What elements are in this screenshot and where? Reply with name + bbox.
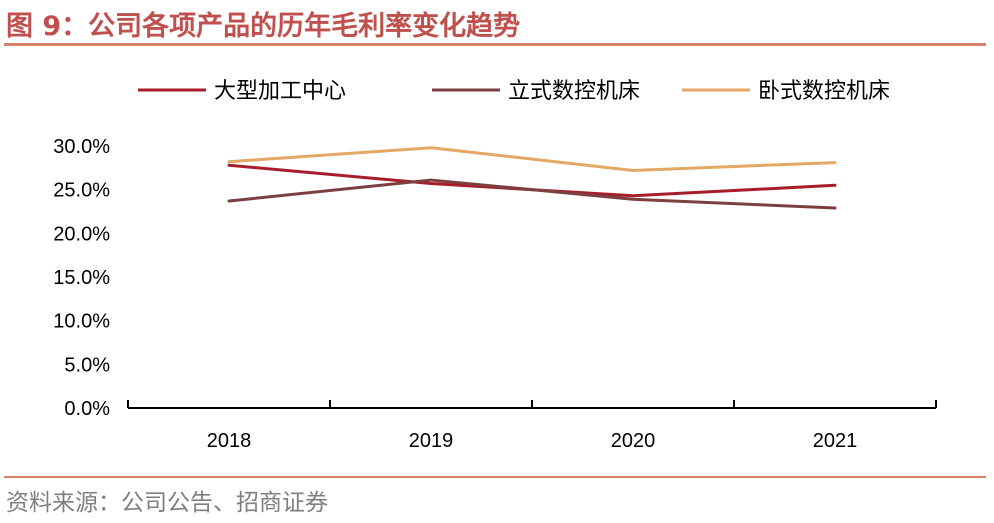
- plot-area: [227, 146, 837, 210]
- title-divider: [4, 43, 986, 46]
- y-tick-label: 0.0%: [64, 398, 110, 420]
- chart-legend: 大型加工中心 立式数控机床 卧式数控机床: [138, 78, 890, 103]
- y-tick-label: 5.0%: [64, 354, 110, 376]
- y-tick-label: 20.0%: [53, 223, 110, 245]
- legend-item-2: 立式数控机床: [432, 78, 640, 103]
- footer-divider: [4, 476, 986, 478]
- y-tick-label: 30.0%: [53, 136, 110, 158]
- y-tick-label: 10.0%: [53, 311, 110, 333]
- source-note: 资料来源：公司公告、招商证券: [6, 490, 328, 516]
- x-tick-label: 2020: [611, 430, 656, 452]
- line-chart: 大型加工中心 立式数控机床 卧式数控机床 0.0% 5.0% 10.0% 15.0% 20.…: [53, 78, 937, 452]
- legend-label: 立式数控机床: [508, 78, 640, 103]
- x-tick-label: 2021: [813, 430, 858, 452]
- x-tick-label: 2019: [409, 430, 454, 452]
- series-line-3: [227, 146, 837, 172]
- legend-item-3: 卧式数控机床: [682, 78, 890, 103]
- legend-label: 卧式数控机床: [758, 78, 890, 103]
- series-line-2: [227, 178, 837, 210]
- x-tick-label: 2018: [207, 430, 252, 452]
- y-tick-label: 15.0%: [53, 267, 110, 289]
- x-axis: 2018 2019 2020 2021: [127, 400, 937, 452]
- y-axis: 0.0% 5.0% 10.0% 15.0% 20.0% 25.0% 30.0%: [53, 136, 110, 420]
- y-tick-label: 25.0%: [53, 180, 110, 202]
- legend-item-1: 大型加工中心: [138, 78, 346, 103]
- figure-title: 图 9：公司各项产品的历年毛利率变化趋势: [6, 11, 521, 42]
- legend-label: 大型加工中心: [214, 78, 346, 103]
